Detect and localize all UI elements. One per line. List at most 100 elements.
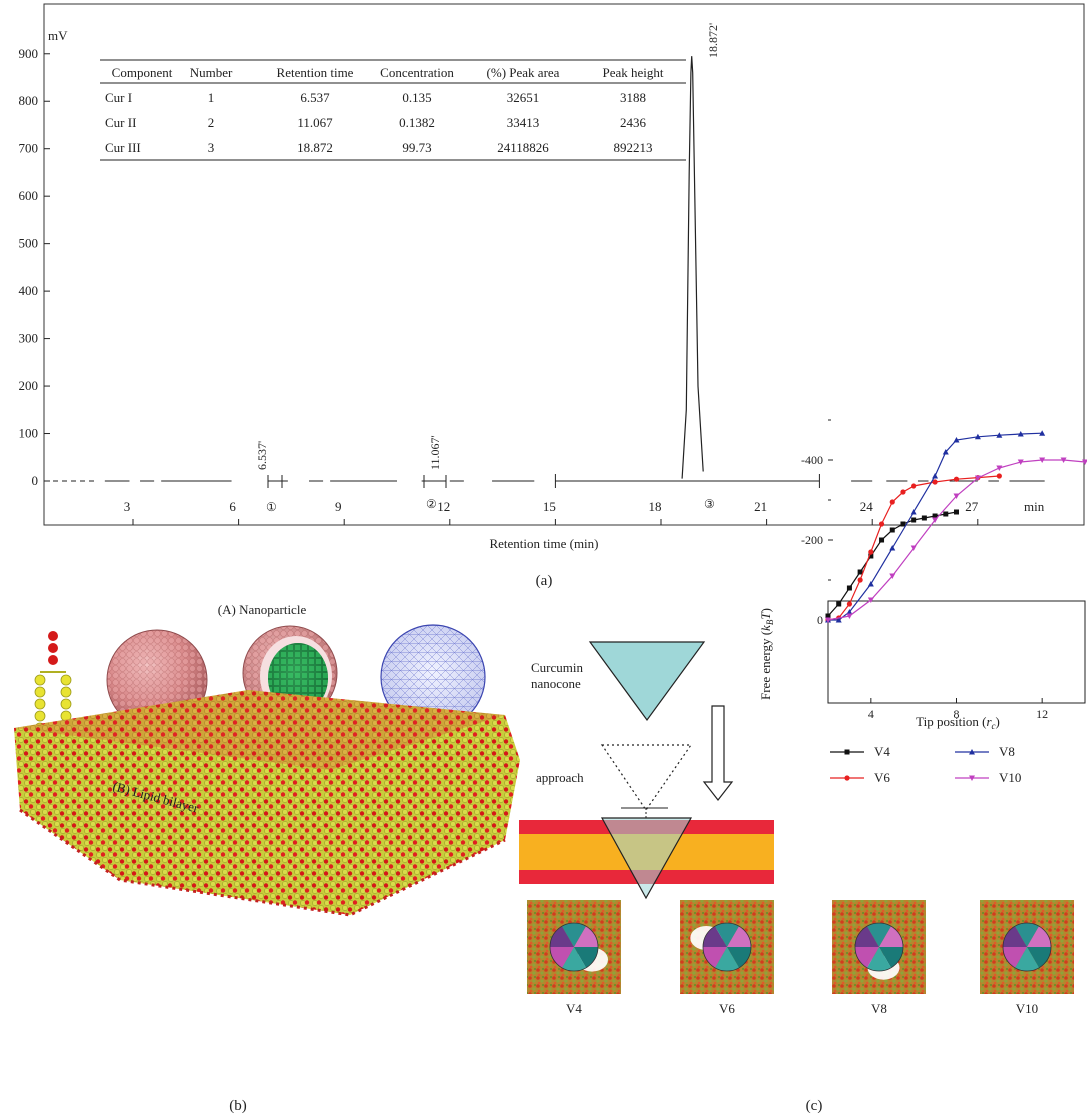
curcumin-nanocone (588, 641, 706, 722)
data-point (825, 613, 831, 619)
lipid-molecule-model (34, 631, 72, 734)
legend-item: V6 (830, 770, 890, 785)
data-point (974, 433, 981, 440)
data-point (1039, 457, 1046, 463)
y-tick-label: 300 (19, 331, 39, 346)
data-point (844, 775, 850, 781)
panel-c-caption: (c) (806, 1098, 823, 1114)
data-point (932, 473, 939, 479)
data-point (1060, 457, 1067, 463)
y-tick-label: 600 (19, 188, 39, 203)
snapshots: V4 V6 V8 V10 (527, 900, 1074, 1016)
legend-label: V4 (874, 744, 890, 759)
free-energy-series (825, 430, 1087, 623)
table-cell: 0.1382 (399, 115, 435, 130)
snapshot-label: V4 (566, 1001, 582, 1016)
nanoparticle-label: (A) Nanoparticle (218, 602, 307, 617)
lipid-bilayer-slab (14, 690, 520, 917)
snapshot-label: V6 (719, 1001, 735, 1016)
x-tick-label: 21 (754, 499, 767, 514)
fe-x-tick-label: 12 (1036, 707, 1048, 721)
peak-3-retention-label: 18.872' (706, 23, 720, 58)
data-point (846, 613, 853, 619)
baseline-trace (44, 474, 1045, 488)
table-cell: 18.872 (297, 140, 333, 155)
panel-a-chromatogram: mV min 900 800 700 600 500 400 300 200 100 0 3 6 9 1… (19, 3, 1085, 589)
nanocone-approach-outline (600, 744, 693, 812)
snapshot-label: V10 (1016, 1001, 1038, 1016)
table-cell: 99.73 (402, 140, 431, 155)
table-header-cell: Concentration (380, 65, 454, 80)
data-point (878, 521, 885, 527)
table-cell: 24118826 (497, 140, 549, 155)
membrane-with-cone (519, 817, 774, 900)
data-point (943, 511, 949, 517)
x-tick-label: 6 (229, 499, 236, 514)
legend-item: V10 (955, 770, 1021, 785)
data-point (921, 515, 927, 521)
y-tick-label: 500 (19, 236, 39, 251)
fe-y-tick-label: 0 (817, 613, 823, 627)
data-point (868, 553, 874, 559)
data-point (911, 483, 917, 489)
data-point (1082, 459, 1087, 465)
series-v10 (825, 457, 1087, 623)
data-point (910, 509, 917, 515)
legend-label: V6 (874, 770, 890, 785)
peak-1-integration-marker (267, 475, 283, 488)
x-unit-label: min (1024, 499, 1045, 514)
data-point (857, 569, 863, 575)
series-line (828, 432, 1043, 621)
data-point (932, 517, 939, 523)
table-cell: 2436 (620, 115, 647, 130)
peak-table: Component Number Retention time Concentrati… (100, 59, 686, 161)
table-cell: 6.537 (300, 90, 330, 105)
data-point (932, 513, 938, 519)
peak-2-marker: ② (426, 497, 437, 511)
data-point (846, 601, 853, 607)
snapshot-v8: V8 (832, 900, 926, 1016)
data-point (969, 749, 975, 755)
data-point (889, 527, 895, 533)
snapshot-label: V8 (871, 1001, 887, 1016)
y-tick-label: 200 (19, 378, 39, 393)
panel-c-nanocone: Curcumin nanocone approach V4 V6 V8 V10 4 8 1… (519, 419, 1087, 1114)
table-header-row: Component Number Retention time Concentrati… (112, 65, 664, 80)
table-cell: 3 (208, 140, 215, 155)
data-point (996, 473, 1002, 479)
data-point (953, 437, 960, 443)
y-tick-label: 0 (32, 473, 39, 488)
data-point (867, 581, 874, 587)
series-v8 (825, 430, 1046, 623)
table-cell: 2 (208, 115, 215, 130)
peak-3-marker: ③ (704, 497, 715, 511)
peak-1-marker: ① (266, 500, 277, 514)
peak-2-integration-marker (423, 475, 447, 488)
data-point (846, 609, 853, 615)
data-point (879, 537, 885, 543)
free-energy-chart: 4 8 12 0 -200 -400 Free energy (kBT) Tip posi… (758, 419, 1087, 785)
data-point (954, 509, 959, 515)
free-energy-xlabel: Tip position (rc) (916, 714, 1000, 731)
x-axis-title: Retention time (min) (489, 536, 598, 551)
free-energy-ticks: 4 8 12 0 -200 -400 (801, 419, 1048, 721)
approach-label: approach (536, 770, 584, 785)
y-tick-label: 900 (19, 46, 39, 61)
legend-label: V8 (999, 744, 1015, 759)
legend-label: V10 (999, 770, 1021, 785)
data-point (1039, 430, 1046, 436)
table-cell: Cur I (105, 90, 132, 105)
table-cell: 1 (208, 90, 215, 105)
table-cell: 11.067 (297, 115, 333, 130)
data-point (846, 585, 852, 591)
table-body: Cur I 1 6.537 0.135 32651 3188 Cur II 2 11.067 0.… (105, 90, 653, 155)
data-point (953, 493, 960, 499)
x-axis-ticks: 3 6 9 12 15 18 21 24 27 (124, 499, 979, 525)
data-point (889, 573, 896, 579)
table-cell: 33413 (507, 115, 540, 130)
x-tick-label: 3 (124, 499, 131, 514)
fe-y-tick-label: -400 (801, 453, 823, 467)
x-tick-label: 15 (543, 499, 556, 514)
table-header-cell: Number (190, 65, 233, 80)
y-tick-label: 100 (19, 426, 39, 441)
